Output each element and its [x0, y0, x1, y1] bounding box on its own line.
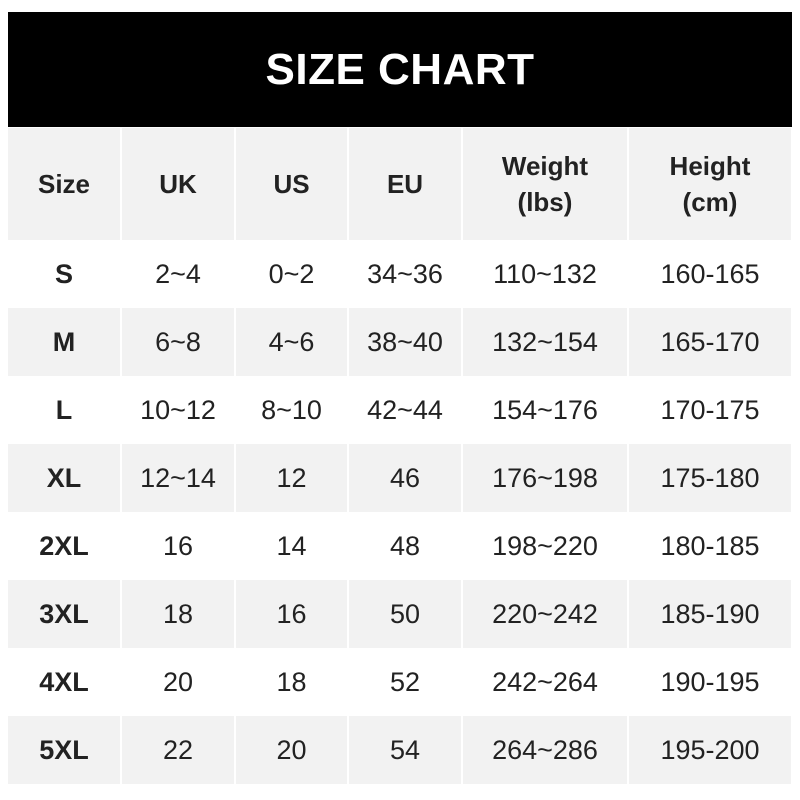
table-cell: 20 — [235, 716, 349, 784]
size-cell: M — [8, 308, 122, 376]
header-unit: (cm) — [682, 187, 738, 217]
table-cell: 52 — [348, 648, 463, 716]
table-cell: 8~10 — [235, 376, 349, 444]
table-cell: 38~40 — [348, 308, 463, 376]
size-cell: L — [8, 376, 122, 444]
table-cell: 48 — [348, 512, 463, 580]
table-cell: 34~36 — [348, 240, 463, 308]
table-cell: 154~176 — [462, 376, 629, 444]
table-cell: 12 — [235, 444, 349, 512]
table-cell: 50 — [348, 580, 463, 648]
table-cell: 0~2 — [235, 240, 349, 308]
table-row: M 6~8 4~6 38~40 132~154 165-170 — [8, 308, 793, 376]
header-label: Height — [669, 150, 751, 181]
table-cell: 198~220 — [462, 512, 629, 580]
size-cell: 5XL — [8, 716, 122, 784]
table-cell: 110~132 — [462, 240, 629, 308]
header-label: Weight — [501, 150, 589, 181]
table-row: S 2~4 0~2 34~36 110~132 160-165 — [8, 240, 793, 308]
header-label: UK — [159, 168, 197, 199]
table-cell: 190-195 — [628, 648, 793, 716]
table-row: L 10~12 8~10 42~44 154~176 170-175 — [8, 376, 793, 444]
size-cell: 3XL — [8, 580, 122, 648]
header-unit: (lbs) — [517, 187, 573, 217]
table-cell: 175-180 — [628, 444, 793, 512]
size-chart-table: Size UK US EU Weight (lbs) Height (cm) S 2~4 0~2 3… — [8, 128, 793, 784]
column-header-eu: EU — [348, 128, 463, 240]
table-row: 5XL 22 20 54 264~286 195-200 — [8, 716, 793, 784]
size-cell: S — [8, 240, 122, 308]
table-cell: 242~264 — [462, 648, 629, 716]
size-cell: XL — [8, 444, 122, 512]
header-row: Size UK US EU Weight (lbs) Height (cm) — [8, 128, 793, 240]
table-cell: 176~198 — [462, 444, 629, 512]
table-cell: 4~6 — [235, 308, 349, 376]
table-cell: 132~154 — [462, 308, 629, 376]
table-cell: 10~12 — [121, 376, 236, 444]
table-cell: 46 — [348, 444, 463, 512]
table-cell: 220~242 — [462, 580, 629, 648]
table-row: 3XL 18 16 50 220~242 185-190 — [8, 580, 793, 648]
table-cell: 18 — [121, 580, 236, 648]
size-cell: 2XL — [8, 512, 122, 580]
table-cell: 16 — [235, 580, 349, 648]
header-label: US — [273, 168, 310, 199]
column-header-weight: Weight (lbs) — [462, 128, 629, 240]
table-row: 2XL 16 14 48 198~220 180-185 — [8, 512, 793, 580]
table-cell: 12~14 — [121, 444, 236, 512]
column-header-uk: UK — [121, 128, 236, 240]
table-cell: 18 — [235, 648, 349, 716]
table-cell: 20 — [121, 648, 236, 716]
table-cell: 14 — [235, 512, 349, 580]
table-cell: 160-165 — [628, 240, 793, 308]
table-cell: 2~4 — [121, 240, 236, 308]
column-header-us: US — [235, 128, 349, 240]
table-cell: 165-170 — [628, 308, 793, 376]
table-cell: 185-190 — [628, 580, 793, 648]
table-row: 4XL 20 18 52 242~264 190-195 — [8, 648, 793, 716]
size-chart-title: SIZE CHART — [8, 12, 792, 127]
table-row: XL 12~14 12 46 176~198 175-180 — [8, 444, 793, 512]
table-cell: 195-200 — [628, 716, 793, 784]
table-cell: 22 — [121, 716, 236, 784]
table-cell: 16 — [121, 512, 236, 580]
table-cell: 264~286 — [462, 716, 629, 784]
column-header-height: Height (cm) — [628, 128, 793, 240]
table-cell: 42~44 — [348, 376, 463, 444]
column-header-size: Size — [8, 128, 122, 240]
size-cell: 4XL — [8, 648, 122, 716]
header-label: Size — [37, 168, 91, 199]
header-label: EU — [386, 168, 424, 199]
table-cell: 180-185 — [628, 512, 793, 580]
table-cell: 6~8 — [121, 308, 236, 376]
table-cell: 54 — [348, 716, 463, 784]
table-cell: 170-175 — [628, 376, 793, 444]
